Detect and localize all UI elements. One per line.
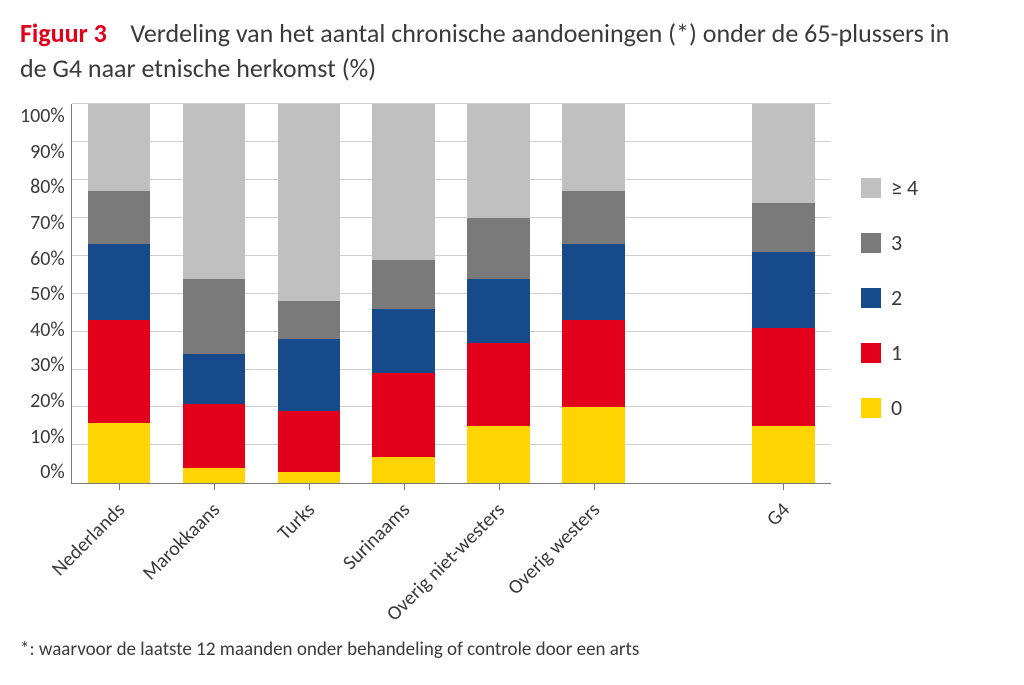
bar-slot <box>451 104 546 483</box>
bar <box>88 104 151 483</box>
legend-swatch <box>861 343 881 363</box>
y-tick-label: 80% <box>30 175 65 199</box>
bar-segment <box>183 279 246 355</box>
bar-segment <box>467 426 530 483</box>
chart: 100%90%80%70%60%50%40%30%20%10%0% Nederl… <box>20 104 1004 634</box>
bar-segment <box>562 244 625 320</box>
legend-item: ≥ 4 <box>861 174 918 201</box>
bar-segment <box>372 373 435 456</box>
x-tick-label: G4 <box>756 498 794 536</box>
legend-item: 3 <box>861 229 918 256</box>
legend-item: 1 <box>861 339 918 366</box>
y-axis: 100% 90% 80% 70% 60% 50% 40% 30% 20% 10% 0% <box>20 104 71 484</box>
legend: ≥ 4 3 2 1 0 <box>861 174 918 421</box>
y-tick-label: 0% <box>40 460 64 484</box>
bar-segment <box>88 244 151 320</box>
figure-title-text: Verdeling van het aantal chronische aand… <box>20 17 949 84</box>
bar-segment <box>183 404 246 468</box>
y-tick-label: 20% <box>30 389 65 413</box>
bar-segment <box>183 468 246 483</box>
bar <box>562 104 625 483</box>
bar-segment <box>562 320 625 407</box>
bar-segment <box>183 104 246 278</box>
y-tick-label: 70% <box>30 211 65 235</box>
bar-segment <box>88 191 151 244</box>
bar-slot <box>72 104 167 483</box>
bar-segment <box>467 104 530 218</box>
plot-area <box>71 104 831 484</box>
bar-segment <box>752 252 815 328</box>
bar-slot <box>261 104 356 483</box>
x-tick-label: Turks <box>260 498 319 557</box>
legend-item: 2 <box>861 284 918 311</box>
legend-label: 3 <box>891 229 902 256</box>
bar-segment <box>752 104 815 203</box>
bar-segment <box>278 411 341 472</box>
y-tick-label: 60% <box>30 247 65 271</box>
bar-segment <box>278 472 341 483</box>
x-axis-labels: NederlandsMarokkaansTurksSurinaamsOverig… <box>71 484 831 634</box>
legend-item: 0 <box>861 394 918 421</box>
bar-slot <box>546 104 641 483</box>
legend-swatch <box>861 288 881 308</box>
bar-slot <box>736 104 831 483</box>
bar-segment <box>752 203 815 252</box>
y-tick-label: 30% <box>30 353 65 377</box>
y-tick-label: 40% <box>30 318 65 342</box>
bar-segment <box>88 104 151 191</box>
bar <box>752 104 815 483</box>
bar-segment <box>88 423 151 484</box>
bar-segment <box>562 407 625 483</box>
y-tick-label: 90% <box>30 140 65 164</box>
legend-swatch <box>861 178 881 198</box>
legend-label: 0 <box>891 394 902 421</box>
bar <box>183 104 246 483</box>
figure-label: Figuur 3 <box>20 17 107 49</box>
figure-title: Figuur 3 Verdeling van het aantal chroni… <box>20 16 960 86</box>
bar-segment <box>88 320 151 422</box>
x-tick-label: Marokkaans <box>130 498 225 593</box>
bar-slot <box>167 104 262 483</box>
bars <box>72 104 831 483</box>
footnote: *: waarvoor de laatste 12 maanden onder … <box>20 638 1004 661</box>
bar <box>278 104 341 483</box>
bar-slot <box>641 104 736 483</box>
y-tick-label: 100% <box>20 104 65 128</box>
bar-slot <box>356 104 451 483</box>
bar-segment <box>467 343 530 426</box>
y-tick-label: 10% <box>30 425 65 449</box>
bar-segment <box>278 301 341 339</box>
bar-segment <box>372 457 435 484</box>
legend-label: 1 <box>891 339 902 366</box>
bar-segment <box>372 104 435 259</box>
bar-segment <box>467 279 530 343</box>
legend-swatch <box>861 398 881 418</box>
bar <box>467 104 530 483</box>
bar-segment <box>278 339 341 411</box>
x-tick-label: Surinaams <box>327 498 415 586</box>
bar-segment <box>372 309 435 373</box>
bar-segment <box>562 104 625 191</box>
bar-segment <box>372 260 435 309</box>
bar-segment <box>467 218 530 279</box>
bar-segment <box>562 191 625 244</box>
bar-segment <box>278 104 341 301</box>
legend-label: 2 <box>891 284 902 311</box>
legend-swatch <box>861 233 881 253</box>
bar-segment <box>183 354 246 403</box>
legend-label: ≥ 4 <box>891 174 918 201</box>
bar <box>372 104 435 483</box>
y-tick-label: 50% <box>30 282 65 306</box>
bar-segment <box>752 328 815 427</box>
bar-segment <box>752 426 815 483</box>
